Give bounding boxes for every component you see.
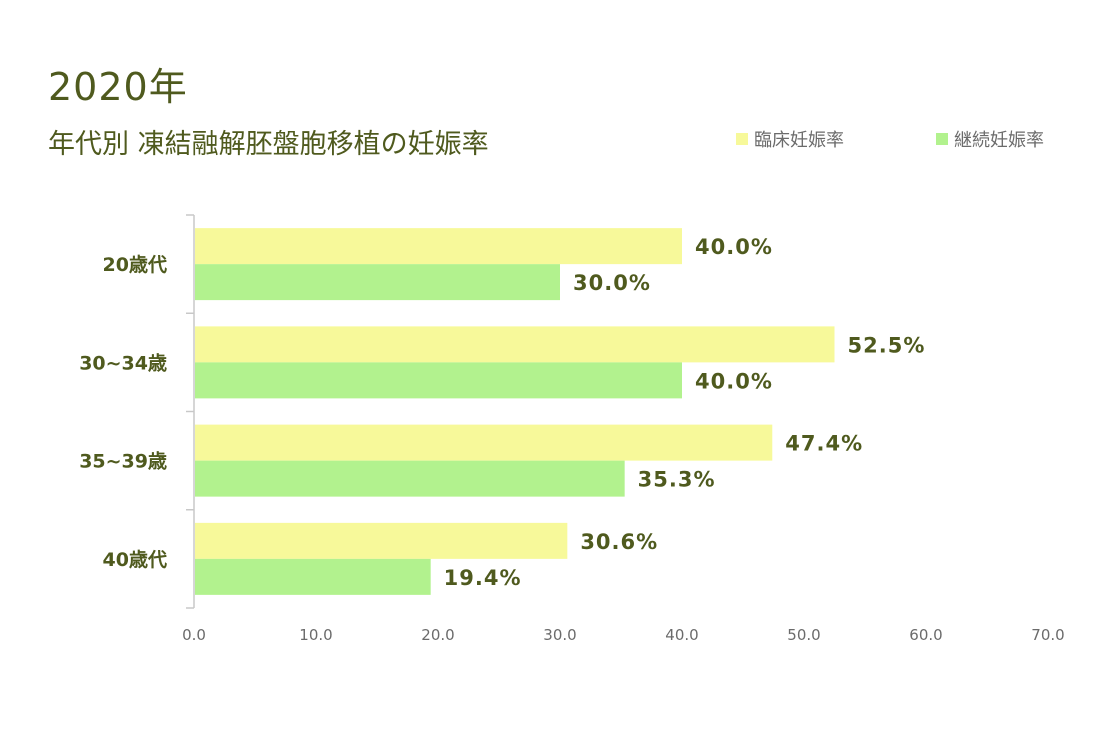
legend-label-clinical: 臨床妊娠率 (754, 130, 844, 151)
bar-ongoing (195, 460, 625, 497)
x-tick-label: 50.0 (787, 626, 820, 644)
chart-year-title: 2020年 (48, 65, 188, 109)
legend-item-clinical: 臨床妊娠率 (736, 126, 844, 152)
category-label: 35~39歳 (79, 451, 167, 473)
bar-ongoing (195, 362, 682, 399)
x-tick-label: 0.0 (182, 626, 206, 644)
bar-clinical (195, 326, 835, 363)
x-tick-label: 40.0 (665, 626, 698, 644)
legend-swatch-clinical (736, 133, 748, 145)
x-tick-label: 20.0 (421, 626, 454, 644)
data-label: 52.5% (848, 333, 926, 357)
data-label: 40.0% (695, 369, 773, 393)
data-label: 40.0% (695, 235, 773, 259)
data-label: 35.3% (638, 468, 716, 492)
legend-label-ongoing: 継続妊娠率 (954, 130, 1044, 151)
category-label: 30~34歳 (79, 352, 167, 374)
bar-clinical (195, 424, 773, 461)
x-tick-label: 60.0 (909, 626, 942, 644)
x-tick-label: 30.0 (543, 626, 576, 644)
category-label: 20歳代 (103, 254, 167, 276)
bar-clinical (195, 522, 568, 559)
bar-ongoing (195, 264, 560, 301)
chart-subtitle: 年代別 凍結融解胚盤胞移植の妊娠率 (48, 129, 489, 160)
category-label: 40歳代 (103, 549, 167, 571)
bar-clinical (195, 228, 682, 265)
legend-item-ongoing: 継続妊娠率 (936, 126, 1044, 152)
data-label: 30.0% (573, 271, 651, 295)
x-tick-label: 10.0 (299, 626, 332, 644)
bar-ongoing (195, 558, 431, 595)
x-tick-label: 70.0 (1031, 626, 1064, 644)
legend-swatch-ongoing (936, 133, 948, 145)
data-label: 47.4% (785, 432, 863, 456)
data-label: 19.4% (444, 566, 522, 590)
data-label: 30.6% (580, 530, 658, 554)
